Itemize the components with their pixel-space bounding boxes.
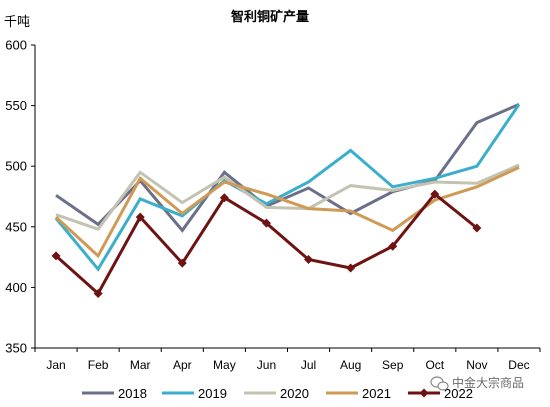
series-line-2020 — [55, 163, 520, 231]
x-tick-labels: Jan Feb Mar Apr May Jun Jul Aug Sep Oct Nov Dec — [34, 348, 541, 372]
data-point — [388, 241, 398, 251]
x-tick-label: Mar — [130, 358, 151, 372]
y-tick-label: 400 — [5, 280, 27, 295]
legend-item-2021: 2021 — [326, 386, 391, 401]
data-point — [391, 229, 394, 232]
x-tick-label: May — [213, 358, 236, 372]
data-point — [517, 166, 520, 169]
chart-title: 智利铜矿产量 — [231, 9, 309, 25]
y-tick-label: 550 — [5, 98, 27, 113]
y-tick-label: 450 — [5, 219, 27, 234]
data-point — [475, 182, 478, 185]
legend-item-2018: 2018 — [82, 386, 147, 401]
data-point — [51, 251, 61, 261]
data-point — [472, 223, 482, 233]
data-point — [433, 180, 436, 183]
data-point — [430, 189, 440, 199]
data-point — [307, 207, 310, 210]
x-tick-label: Jun — [257, 358, 276, 372]
data-point — [304, 255, 314, 265]
legend-item-2020: 2020 — [244, 386, 309, 401]
series-2020 — [55, 163, 520, 231]
x-tick-label: Sep — [382, 358, 404, 372]
series-2019 — [54, 103, 521, 272]
legend-label: 2020 — [280, 386, 309, 401]
data-point — [135, 212, 145, 222]
x-tick-label: Feb — [88, 358, 109, 372]
y-axis-unit: 千吨 — [4, 15, 30, 30]
data-point — [97, 268, 100, 271]
data-point — [177, 258, 187, 268]
legend-item-2022: 2022 — [408, 386, 473, 401]
series-2022 — [51, 189, 482, 298]
series-lines — [51, 103, 521, 298]
x-tick-label: Jul — [301, 358, 316, 372]
data-point — [391, 185, 394, 188]
watermark: 中金大宗商品 — [430, 375, 524, 391]
series-2018 — [55, 103, 520, 233]
data-point — [391, 189, 394, 192]
legend-label: 2021 — [362, 386, 391, 401]
data-point — [97, 254, 100, 257]
wechat-icon — [430, 376, 449, 391]
series-line-2019 — [54, 103, 521, 272]
legend-marker — [419, 388, 429, 398]
x-tick-label: Apr — [173, 358, 192, 372]
data-point — [261, 218, 271, 228]
data-point — [139, 171, 142, 174]
legend-label: 2019 — [198, 386, 227, 401]
data-point — [219, 193, 229, 203]
data-point — [475, 165, 478, 168]
data-point — [93, 288, 103, 298]
data-point — [517, 103, 520, 106]
data-point — [349, 210, 352, 213]
data-point — [97, 228, 100, 231]
data-point — [181, 212, 184, 215]
x-tick-label: Oct — [425, 358, 444, 372]
data-point — [139, 177, 142, 180]
legend: 2018 2019 2020 2021 2022 — [82, 386, 473, 401]
data-point — [307, 180, 310, 183]
data-point — [223, 176, 226, 179]
x-tick-label: Aug — [340, 358, 361, 372]
data-point — [55, 194, 58, 197]
data-point — [349, 184, 352, 187]
data-point — [139, 197, 142, 200]
legend-label: 2018 — [118, 386, 147, 401]
y-tick-label: 350 — [5, 341, 27, 356]
data-point — [433, 199, 436, 202]
data-point — [265, 206, 268, 209]
watermark-text: 中金大宗商品 — [452, 375, 524, 390]
data-point — [346, 263, 356, 273]
y-tick-label: 500 — [5, 159, 27, 174]
x-tick-label: Jan — [46, 358, 65, 372]
data-point — [433, 177, 436, 180]
legend-item-2019: 2019 — [162, 386, 227, 401]
x-tick-label: Nov — [466, 358, 487, 372]
data-point — [181, 229, 184, 232]
legend-label: 2022 — [444, 386, 473, 401]
y-tick-labels: 350 400 450 500 550 600 — [5, 38, 35, 356]
data-point — [307, 187, 310, 190]
x-tick-label: Dec — [508, 358, 529, 372]
data-point — [223, 180, 226, 183]
data-point — [475, 121, 478, 124]
data-point — [181, 201, 184, 204]
data-point — [223, 171, 226, 174]
series-line-2018 — [55, 103, 520, 233]
data-point — [265, 193, 268, 196]
data-point — [475, 185, 478, 188]
data-point — [55, 216, 58, 219]
y-tick-label: 600 — [5, 38, 27, 53]
series-line-2022 — [55, 191, 478, 296]
data-point — [349, 149, 352, 152]
